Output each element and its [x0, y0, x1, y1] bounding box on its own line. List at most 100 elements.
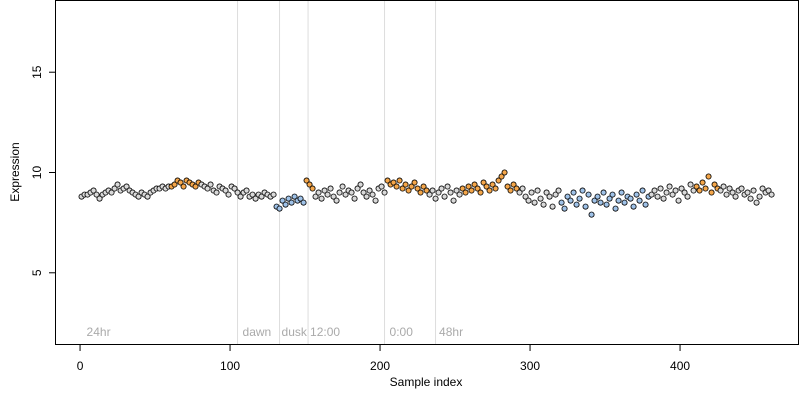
point — [600, 189, 607, 196]
point — [360, 189, 367, 196]
point — [426, 191, 433, 198]
point — [570, 189, 577, 196]
point — [540, 201, 547, 208]
point — [297, 195, 304, 202]
point — [687, 181, 694, 188]
point — [354, 185, 361, 192]
point — [177, 179, 184, 186]
point — [528, 189, 535, 196]
point — [642, 201, 649, 208]
point — [627, 195, 634, 202]
point — [573, 201, 580, 208]
point — [618, 189, 625, 196]
annotation: dusk — [282, 325, 308, 339]
point — [459, 185, 466, 192]
point — [450, 197, 457, 204]
point — [549, 203, 556, 210]
point — [723, 191, 730, 198]
point — [399, 185, 406, 192]
point — [630, 203, 637, 210]
point — [744, 189, 751, 196]
point — [582, 203, 589, 210]
plot-frame — [55, 0, 799, 345]
point — [486, 187, 493, 194]
point — [402, 181, 409, 188]
y-axis-label: Expression — [8, 142, 22, 201]
point — [90, 187, 97, 194]
point — [96, 195, 103, 202]
point — [381, 189, 388, 196]
point — [603, 201, 610, 208]
point — [333, 197, 340, 204]
point — [429, 187, 436, 194]
point — [204, 185, 211, 192]
point — [438, 185, 445, 192]
point — [693, 183, 700, 190]
point — [489, 181, 496, 188]
point — [498, 173, 505, 180]
point — [699, 179, 706, 186]
point — [555, 187, 562, 194]
point — [531, 199, 538, 206]
point — [738, 185, 745, 192]
point — [567, 197, 574, 204]
point — [669, 191, 676, 198]
annotation: 48hr — [439, 325, 463, 339]
point — [303, 177, 310, 184]
annotation: dawn — [243, 325, 272, 339]
point — [93, 191, 100, 198]
point — [423, 187, 430, 194]
point — [405, 187, 412, 194]
point — [378, 183, 385, 190]
point — [366, 187, 373, 194]
point — [330, 193, 337, 200]
point — [690, 187, 697, 194]
point — [483, 183, 490, 190]
point — [615, 197, 622, 204]
point — [180, 183, 187, 190]
point — [702, 185, 709, 192]
point — [288, 199, 295, 206]
point — [285, 195, 292, 202]
point — [606, 195, 613, 202]
point — [492, 185, 499, 192]
point — [753, 199, 760, 206]
point — [390, 179, 397, 186]
point — [513, 185, 520, 192]
x-tick-label: 200 — [370, 359, 390, 373]
point — [636, 197, 643, 204]
point — [720, 183, 727, 190]
point — [504, 183, 511, 190]
point — [510, 181, 517, 188]
point — [537, 195, 544, 202]
point — [393, 183, 400, 190]
point — [639, 187, 646, 194]
point — [447, 189, 454, 196]
point — [729, 189, 736, 196]
point — [444, 183, 451, 190]
point — [759, 185, 766, 192]
point — [522, 193, 529, 200]
point — [342, 191, 349, 198]
point — [315, 189, 322, 196]
point — [717, 187, 724, 194]
point — [519, 185, 526, 192]
point — [543, 189, 550, 196]
point — [396, 177, 403, 184]
point — [501, 169, 508, 176]
point — [348, 189, 355, 196]
point — [456, 191, 463, 198]
point — [705, 173, 712, 180]
point — [300, 199, 307, 206]
point — [474, 185, 481, 192]
point — [243, 187, 250, 194]
point — [414, 185, 421, 192]
annotation: 0:00 — [390, 325, 414, 339]
point — [612, 205, 619, 212]
y-tick-label: 15 — [30, 65, 44, 79]
annotation: 24hr — [87, 325, 111, 339]
point — [576, 195, 583, 202]
point — [648, 191, 655, 198]
point — [312, 193, 319, 200]
point — [417, 189, 424, 196]
